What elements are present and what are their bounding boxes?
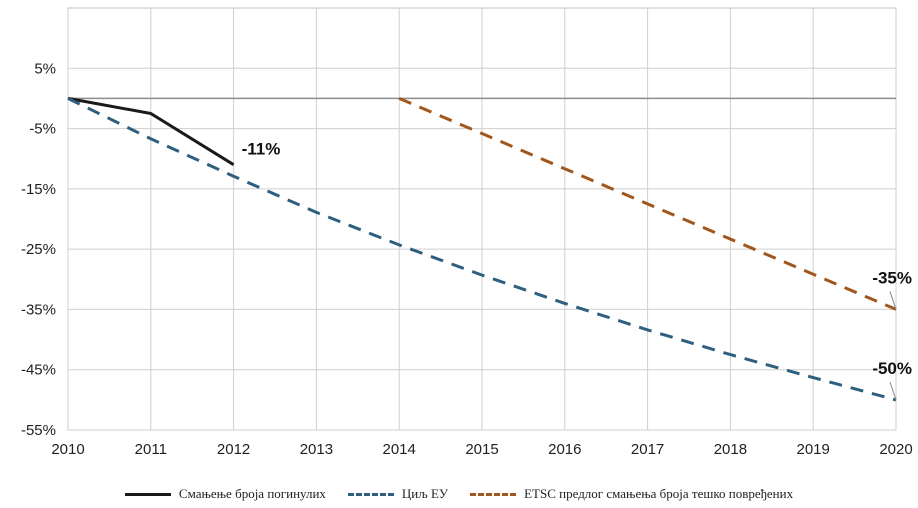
x-tick-label: 2012 — [217, 441, 250, 458]
y-tick-label: -5% — [29, 121, 56, 138]
annotation-label: -11% — [242, 140, 281, 159]
x-tick-label: 2019 — [797, 441, 830, 458]
y-tick-label: -45% — [21, 362, 56, 379]
x-tick-label: 2016 — [548, 441, 581, 458]
series-line-etsc — [398, 97, 897, 311]
annotation-label: -50% — [872, 359, 912, 378]
y-tick-label: -25% — [21, 241, 56, 258]
annotation-leader — [889, 381, 897, 401]
legend-item-eu-target: Циљ ЕУ — [347, 486, 449, 502]
legend-label-eu-target: Циљ ЕУ — [401, 486, 449, 501]
x-tick-label: 2011 — [135, 441, 167, 458]
y-tick-label: -15% — [21, 181, 56, 198]
x-tick-label: 2010 — [51, 441, 84, 458]
legend-label-etsc: ETSC предлог смањења броја тешко повређе… — [524, 486, 794, 501]
annotation-label: -35% — [872, 268, 912, 287]
x-tick-label: 2013 — [300, 441, 333, 458]
legend-label-fatalities: Смањење броја погинулих — [178, 486, 326, 501]
y-tick-label: -55% — [21, 422, 56, 439]
annotation-leader — [889, 291, 897, 310]
x-tick-label: 2014 — [383, 441, 416, 458]
y-tick-label: 5% — [34, 60, 56, 77]
legend-swatch-etsc — [470, 492, 517, 496]
legend-swatch-fatalities — [124, 492, 171, 496]
legend-item-fatalities: Смањење броја погинулих — [124, 486, 326, 502]
x-tick-label: 2017 — [631, 441, 664, 458]
x-tick-label: 2018 — [714, 441, 747, 458]
legend: Смањење броја погинулих Циљ ЕУ ETSC пред… — [0, 482, 918, 506]
legend-item-etsc: ETSC предлог смањења броја тешко повређе… — [470, 486, 793, 502]
x-tick-label: 2020 — [879, 441, 912, 458]
legend-swatch-eu-target — [347, 492, 394, 496]
y-tick-label: -35% — [21, 301, 56, 318]
x-tick-label: 2015 — [465, 441, 498, 458]
line-chart: 2010 2011 2012 2013 2014 2015 2016 2017 2018 2019… — [21, 7, 913, 458]
